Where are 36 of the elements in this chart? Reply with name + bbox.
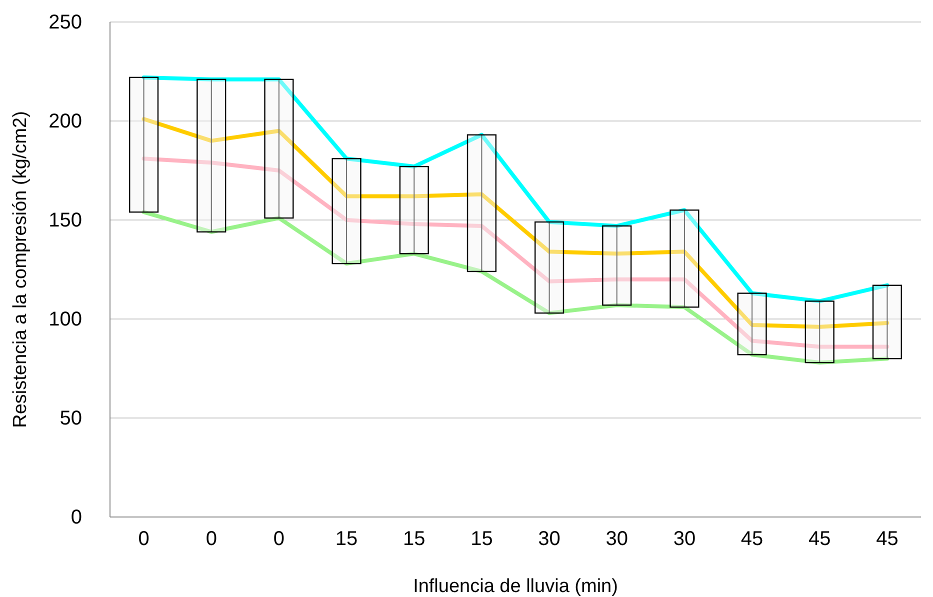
y-axis-title: Resistencia a la compresión (kg/cm2) <box>10 111 31 428</box>
candlestick <box>466 134 496 272</box>
x-axis-title: Influencia de lluvia (min) <box>413 576 618 597</box>
candlestick <box>670 210 700 308</box>
x-tick-label: 15 <box>470 528 493 550</box>
y-tick-label: 250 <box>48 11 82 34</box>
y-tick-label: 150 <box>48 209 82 232</box>
line-series <box>142 75 890 304</box>
y-tick-label: 0 <box>70 506 82 528</box>
candlestick <box>602 225 632 306</box>
y-tick-label: 50 <box>60 407 82 430</box>
candlestick <box>737 292 767 356</box>
candlestick <box>804 300 834 364</box>
candlestick <box>534 221 564 314</box>
line-series <box>142 210 890 365</box>
y-tick-label: 100 <box>48 308 82 330</box>
candlestick <box>399 166 429 254</box>
y-tick-label: 200 <box>48 110 82 132</box>
x-tick-label: 30 <box>673 528 696 550</box>
candlestick <box>196 78 226 232</box>
candlestick <box>129 76 159 213</box>
x-tick-label: 45 <box>740 528 764 550</box>
x-tick-label: 30 <box>606 528 628 550</box>
x-tick-label: 15 <box>335 528 358 550</box>
candlestick <box>332 158 362 264</box>
x-tick-label: 45 <box>808 528 831 550</box>
x-tick-label: 30 <box>538 528 560 550</box>
x-tick-label: 0 <box>138 528 150 550</box>
line-series <box>142 117 890 329</box>
candlestick <box>264 78 294 219</box>
x-tick-label: 15 <box>403 528 426 550</box>
x-tick-label: 0 <box>206 528 217 550</box>
candlestick <box>872 284 902 360</box>
x-tick-label: 45 <box>876 528 898 550</box>
line-series <box>142 156 890 349</box>
x-tick-label: 0 <box>273 528 285 550</box>
